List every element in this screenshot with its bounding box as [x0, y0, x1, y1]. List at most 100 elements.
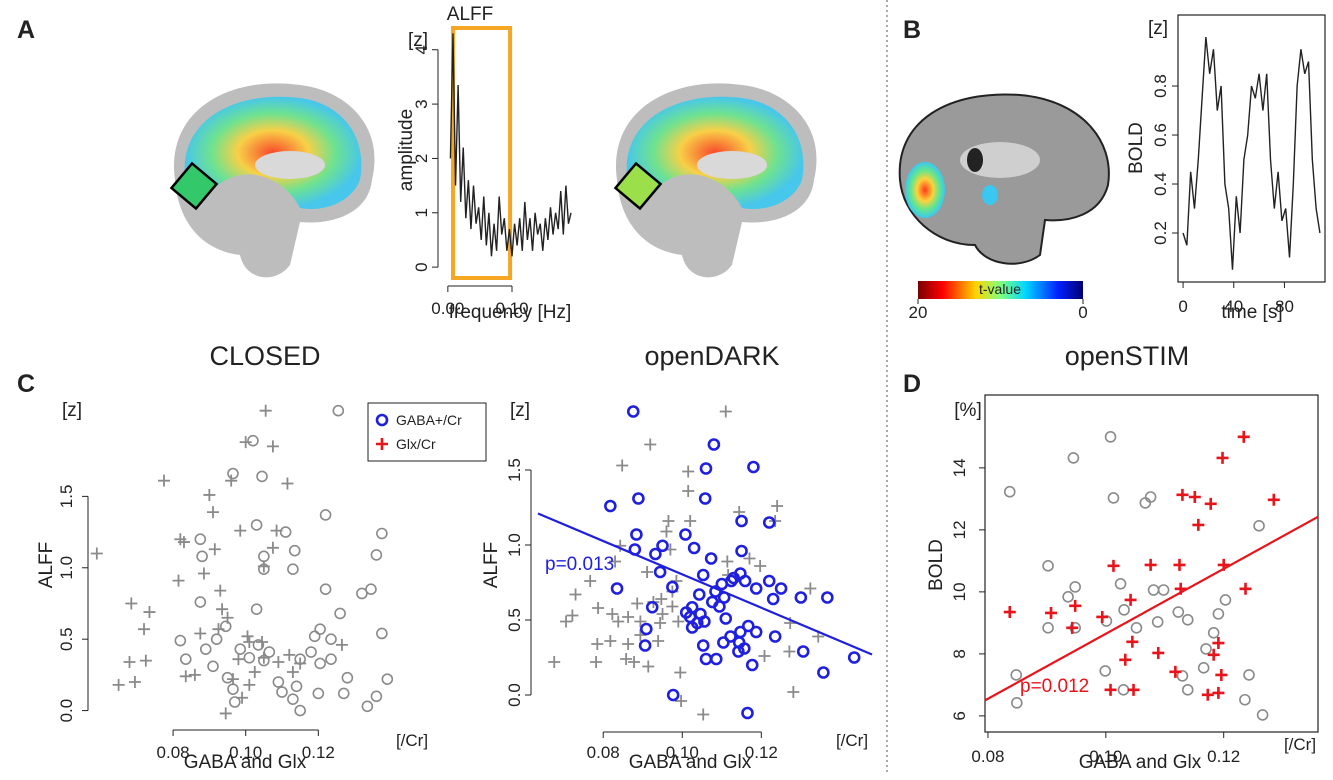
point [1140, 498, 1150, 508]
point [1119, 654, 1131, 666]
y-tick-label: 0 [412, 262, 431, 271]
highlight-box [453, 28, 510, 278]
point [198, 567, 210, 579]
point [628, 407, 638, 417]
point [292, 681, 302, 691]
point [1004, 606, 1016, 618]
point [1116, 579, 1126, 589]
point [1176, 489, 1188, 501]
point [1173, 559, 1185, 571]
point [273, 677, 283, 687]
point [674, 667, 686, 679]
point [771, 500, 783, 512]
x-unit: [/Cr] [1284, 735, 1316, 754]
point [228, 684, 238, 694]
point [570, 589, 582, 601]
y-tick-label: 0.6 [1151, 123, 1170, 147]
point [272, 656, 284, 668]
point [684, 515, 696, 527]
y-tick-label: 3 [412, 99, 431, 108]
point [641, 624, 651, 634]
point [290, 546, 300, 556]
point [657, 608, 669, 620]
point [560, 616, 572, 628]
point [138, 623, 150, 635]
y-unit: [z] [408, 30, 428, 51]
point [612, 584, 622, 594]
point [1209, 628, 1219, 638]
point [197, 551, 207, 561]
point [1268, 494, 1280, 506]
point [259, 551, 269, 561]
x-unit: [/Cr] [396, 731, 428, 750]
point [1159, 585, 1169, 595]
point [701, 654, 711, 664]
point [706, 554, 716, 564]
y-axis-label: ALFF [36, 542, 57, 588]
point [333, 406, 343, 416]
point [91, 548, 103, 560]
y-tick-label: 6 [950, 711, 969, 720]
point [647, 602, 657, 612]
point [223, 673, 233, 683]
plot-frame [1178, 15, 1325, 282]
panel-label: C [17, 370, 35, 398]
point [1205, 498, 1217, 510]
point [1213, 609, 1223, 619]
point [113, 679, 125, 691]
point [633, 494, 643, 504]
point [1126, 636, 1138, 648]
point [362, 701, 372, 711]
legend-label: Glx/Cr [396, 436, 436, 452]
point [1005, 487, 1015, 497]
point [818, 668, 828, 678]
point [592, 602, 604, 614]
point [1183, 685, 1193, 695]
panel-label: A [17, 16, 35, 44]
y-tick-label: 0.0 [505, 683, 524, 707]
point [201, 644, 211, 654]
point [758, 650, 770, 662]
point [1152, 647, 1164, 659]
condition-label: openDARK [644, 341, 779, 371]
point [1108, 493, 1118, 503]
point [310, 631, 320, 641]
annotation: p=0.013 [545, 554, 614, 575]
point [1240, 695, 1250, 705]
point [742, 708, 752, 718]
y-tick-label: 0.4 [1151, 172, 1170, 196]
fit-line [538, 514, 872, 655]
point [682, 485, 694, 497]
point [248, 436, 258, 446]
point [371, 691, 381, 701]
point [1169, 666, 1181, 678]
point [1202, 689, 1214, 701]
x-axis-label: frequency [Hz] [449, 302, 572, 323]
point [720, 406, 732, 418]
point [783, 646, 795, 658]
point [701, 464, 711, 474]
point [321, 584, 331, 594]
x-axis-label: GABA and Glx [184, 752, 307, 773]
point [735, 627, 745, 637]
point [548, 656, 560, 668]
point [181, 654, 191, 664]
point [212, 634, 222, 644]
point [123, 656, 135, 668]
fit-line [985, 517, 1318, 701]
point [1146, 492, 1156, 502]
point [214, 585, 226, 597]
point [628, 656, 640, 668]
point [748, 462, 758, 472]
point [1217, 452, 1229, 464]
point [228, 469, 238, 479]
point [1043, 561, 1053, 571]
point [252, 520, 262, 530]
point [256, 636, 268, 648]
point [787, 686, 799, 698]
point [326, 654, 336, 664]
point [281, 478, 293, 490]
legend-label: GABA+/Cr [396, 412, 462, 428]
point [339, 688, 349, 698]
point [662, 515, 674, 527]
